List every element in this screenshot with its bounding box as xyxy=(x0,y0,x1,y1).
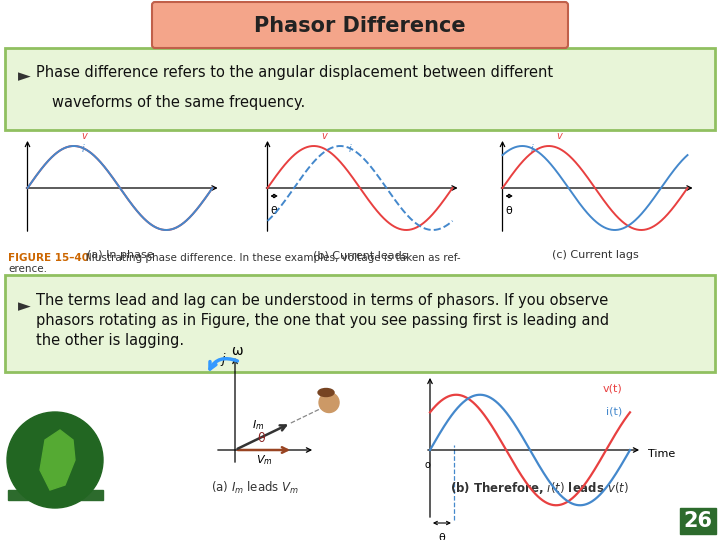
Text: the other is lagging.: the other is lagging. xyxy=(36,333,184,348)
Text: Illustrating phase difference. In these examples, voltage is taken as ref-: Illustrating phase difference. In these … xyxy=(76,253,461,263)
Bar xyxy=(680,508,716,534)
Text: 26: 26 xyxy=(683,511,713,531)
Text: i: i xyxy=(348,144,351,154)
Text: v: v xyxy=(82,131,88,141)
Text: Phase difference refers to the angular displacement between different: Phase difference refers to the angular d… xyxy=(36,65,553,80)
Text: ►: ► xyxy=(18,67,31,85)
Bar xyxy=(8,490,103,500)
Text: ω: ω xyxy=(231,344,243,358)
Ellipse shape xyxy=(318,388,334,396)
FancyBboxPatch shape xyxy=(152,2,568,48)
FancyBboxPatch shape xyxy=(5,275,715,372)
Text: FIGURE 15–40: FIGURE 15–40 xyxy=(8,253,89,263)
Text: i: i xyxy=(530,144,533,154)
Text: Time: Time xyxy=(648,449,675,459)
Text: $I_m$: $I_m$ xyxy=(252,418,264,433)
Text: o: o xyxy=(424,460,430,470)
Text: $V_m$: $V_m$ xyxy=(256,453,272,467)
Text: v(t): v(t) xyxy=(602,383,622,394)
Text: θ: θ xyxy=(438,533,445,540)
Text: The terms lead and lag can be understood in terms of phasors. If you observe: The terms lead and lag can be understood… xyxy=(36,293,608,307)
Text: θ: θ xyxy=(505,206,513,216)
Text: (a) In phase: (a) In phase xyxy=(86,250,153,260)
Text: v: v xyxy=(322,131,328,141)
Text: (c) Current lags: (c) Current lags xyxy=(552,250,639,260)
Text: erence.: erence. xyxy=(8,264,47,274)
Text: (a) $I_m$ leads $V_m$: (a) $I_m$ leads $V_m$ xyxy=(211,480,299,496)
Text: i(t): i(t) xyxy=(606,406,622,416)
Text: (b) Therefore, $i(t)$ leads $v(t)$: (b) Therefore, $i(t)$ leads $v(t)$ xyxy=(451,480,629,496)
Text: ►: ► xyxy=(18,297,31,315)
Polygon shape xyxy=(40,430,75,490)
Text: j: j xyxy=(221,354,225,367)
Circle shape xyxy=(319,393,339,413)
Text: Phasor Difference: Phasor Difference xyxy=(254,16,466,36)
Text: (b) Current leads: (b) Current leads xyxy=(312,250,408,260)
Text: θ: θ xyxy=(257,432,265,445)
Text: v: v xyxy=(557,131,562,141)
Text: i: i xyxy=(82,144,84,154)
Circle shape xyxy=(7,412,103,508)
Text: waveforms of the same frequency.: waveforms of the same frequency. xyxy=(52,94,305,110)
Text: θ: θ xyxy=(271,206,277,216)
FancyBboxPatch shape xyxy=(5,48,715,130)
Text: phasors rotating as in Figure, the one that you see passing first is leading and: phasors rotating as in Figure, the one t… xyxy=(36,313,609,327)
